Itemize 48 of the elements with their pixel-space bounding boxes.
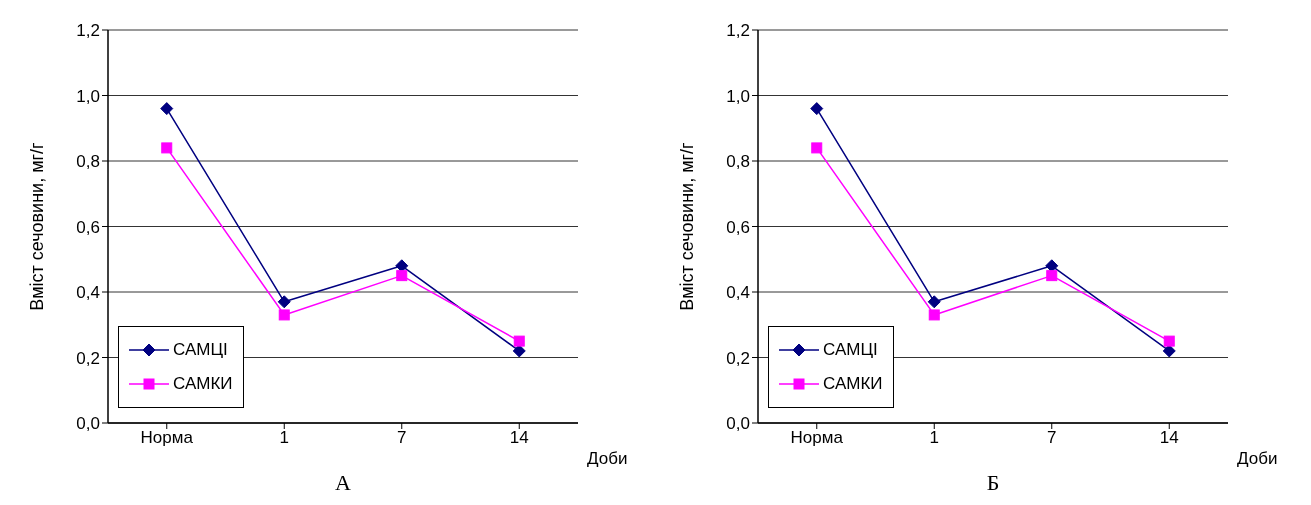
x-tick-label: Норма bbox=[790, 428, 844, 448]
y-tick-label: 0,0 bbox=[76, 414, 100, 434]
point bbox=[927, 295, 941, 309]
x-tick-label: Норма bbox=[140, 428, 194, 448]
y-tick-label: 1,2 bbox=[726, 21, 750, 41]
x-tick-label: 14 bbox=[509, 428, 529, 448]
x-tick-label: 1 bbox=[279, 428, 289, 448]
legend-label: САМКИ bbox=[823, 374, 883, 394]
point bbox=[395, 259, 409, 273]
y-tick-label: 0,4 bbox=[726, 283, 750, 303]
point bbox=[810, 102, 824, 116]
text: Б bbox=[985, 470, 1001, 496]
point bbox=[513, 335, 525, 347]
x-axis-title: Доби bbox=[587, 448, 628, 468]
point bbox=[928, 309, 940, 321]
point bbox=[278, 309, 290, 321]
y-tick-label: 0,0 bbox=[726, 414, 750, 434]
point bbox=[512, 344, 526, 358]
y-tick-label: 1,0 bbox=[726, 86, 750, 106]
y-tick-label: 0,8 bbox=[726, 152, 750, 172]
x-axis-title: Доби bbox=[1237, 448, 1278, 468]
legend-label: САМЦІ bbox=[173, 340, 228, 360]
y-tick-label: 0,6 bbox=[76, 217, 100, 237]
point bbox=[277, 295, 291, 309]
point bbox=[396, 270, 408, 282]
x-tick-label: 1 bbox=[929, 428, 939, 448]
y-tick-label: 0,4 bbox=[76, 283, 100, 303]
legend-label: САМКИ bbox=[173, 374, 233, 394]
point bbox=[1163, 335, 1175, 347]
y-tick-label: 1,2 bbox=[76, 21, 100, 41]
x-tick-label: 7 bbox=[1047, 428, 1057, 448]
legend-label: САМЦІ bbox=[823, 340, 878, 360]
point bbox=[160, 102, 174, 116]
x-tick-label: 7 bbox=[397, 428, 407, 448]
x-tick-label: 14 bbox=[1159, 428, 1179, 448]
y-tick-label: 1,0 bbox=[76, 86, 100, 106]
y-tick-label: 0,6 bbox=[726, 217, 750, 237]
y-tick-label: 0,2 bbox=[76, 348, 100, 368]
y-tick-label: 0,8 bbox=[76, 152, 100, 172]
point bbox=[1046, 270, 1058, 282]
y-axis-title: Вміст сечовини, мг/г bbox=[677, 141, 698, 311]
point bbox=[1162, 344, 1176, 358]
point bbox=[1045, 259, 1059, 273]
y-tick-label: 0,2 bbox=[726, 348, 750, 368]
point bbox=[161, 142, 173, 154]
point bbox=[811, 142, 823, 154]
text: А bbox=[334, 470, 352, 496]
y-axis-title: Вміст сечовини, мг/г bbox=[27, 141, 48, 311]
